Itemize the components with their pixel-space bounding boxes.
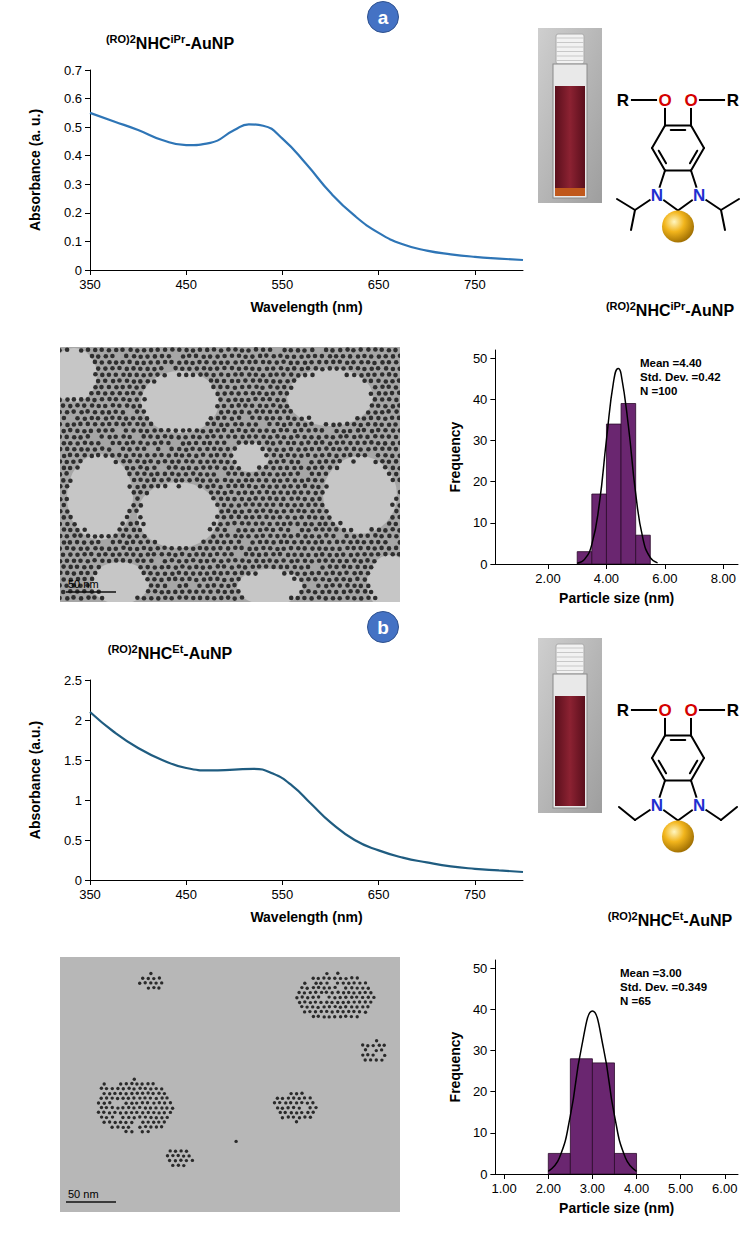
svg-text:0.5: 0.5 [64,120,82,135]
svg-text:Frequency: Frequency [447,1031,463,1102]
svg-text:N: N [693,186,705,205]
svg-text:50 nm: 50 nm [68,578,99,590]
svg-text:40: 40 [473,1002,487,1017]
svg-text:Wavelength (nm): Wavelength (nm) [250,909,362,925]
svg-text:20: 20 [473,474,487,489]
svg-text:N =100: N =100 [640,385,677,397]
svg-text:750: 750 [464,277,486,292]
svg-text:0.2: 0.2 [64,205,82,220]
svg-text:650: 650 [368,887,390,902]
svg-text:3.00: 3.00 [580,1181,605,1196]
svg-text:O: O [684,701,697,720]
svg-text:4.00: 4.00 [624,1181,649,1196]
html-text:b: b [377,617,389,638]
svg-text:6.00: 6.00 [652,571,677,586]
svg-text:650: 650 [368,277,390,292]
svg-text:R: R [727,701,739,720]
svg-text:1.00: 1.00 [492,1181,517,1196]
svg-text:50: 50 [473,961,487,976]
svg-text:4.00: 4.00 [594,571,619,586]
svg-text:750: 750 [464,887,486,902]
svg-text:Mean =3.00: Mean =3.00 [620,967,682,979]
svg-text:O: O [658,701,671,720]
svg-text:550: 550 [272,887,294,902]
html-text:(RO)2NHCEt-AuNP: (RO)2NHCEt-AuNP [607,910,733,930]
svg-text:Particle size (nm): Particle size (nm) [559,590,674,606]
svg-text:R: R [727,91,739,110]
svg-text:5.00: 5.00 [668,1181,693,1196]
svg-text:1.5: 1.5 [64,753,82,768]
svg-text:550: 550 [272,277,294,292]
svg-text:10: 10 [473,1125,487,1140]
svg-text:Std. Dev. =0.42: Std. Dev. =0.42 [640,371,721,383]
svg-text:10: 10 [473,515,487,530]
svg-text:N =65: N =65 [620,995,652,1007]
svg-text:0.3: 0.3 [64,177,82,192]
svg-text:30: 30 [473,433,487,448]
svg-text:450: 450 [175,277,197,292]
svg-text:2: 2 [75,713,82,728]
svg-text:0: 0 [75,873,82,888]
svg-text:2.00: 2.00 [535,571,560,586]
svg-text:O: O [658,91,671,110]
svg-text:6.00: 6.00 [712,1181,737,1196]
svg-text:Wavelength (nm): Wavelength (nm) [250,299,362,315]
svg-text:N: N [651,796,663,815]
svg-text:50 nm: 50 nm [68,1188,99,1200]
svg-text:50: 50 [473,351,487,366]
svg-text:20: 20 [473,1084,487,1099]
svg-text:30: 30 [473,1043,487,1058]
svg-text:0: 0 [75,263,82,278]
svg-text:Std. Dev. =0.349: Std. Dev. =0.349 [620,981,707,993]
svg-text:N: N [651,186,663,205]
svg-text:0: 0 [480,557,487,572]
svg-text:40: 40 [473,392,487,407]
svg-text:Frequency: Frequency [447,421,463,492]
svg-text:0.7: 0.7 [64,63,82,78]
svg-text:450: 450 [175,887,197,902]
svg-text:350: 350 [79,277,101,292]
svg-text:Absorbance (a.u.): Absorbance (a.u.) [27,721,43,839]
svg-text:O: O [684,91,697,110]
svg-text:1: 1 [75,793,82,808]
html-text:(RO)2NHCiPr-AuNP: (RO)2NHCiPr-AuNP [105,33,235,53]
svg-text:0: 0 [480,1167,487,1182]
html-text:(RO)2NHCiPr-AuNP: (RO)2NHCiPr-AuNP [605,300,735,320]
svg-text:0.4: 0.4 [64,148,82,163]
svg-text:0.6: 0.6 [64,91,82,106]
svg-text:350: 350 [79,887,101,902]
svg-text:Mean =4.40: Mean =4.40 [640,357,702,369]
svg-text:0.1: 0.1 [64,234,82,249]
svg-text:Absorbance (a. u.): Absorbance (a. u.) [27,109,43,231]
html-text:a: a [377,7,389,28]
svg-text:2.00: 2.00 [536,1181,561,1196]
svg-text:2.5: 2.5 [64,673,82,688]
svg-text:8.00: 8.00 [711,571,736,586]
svg-text:N: N [693,796,705,815]
svg-text:R: R [617,91,629,110]
svg-text:Particle size (nm): Particle size (nm) [559,1200,674,1216]
svg-text:0.5: 0.5 [64,833,82,848]
html-text:(RO)2NHCEt-AuNP: (RO)2NHCEt-AuNP [107,643,233,663]
svg-text:R: R [617,701,629,720]
